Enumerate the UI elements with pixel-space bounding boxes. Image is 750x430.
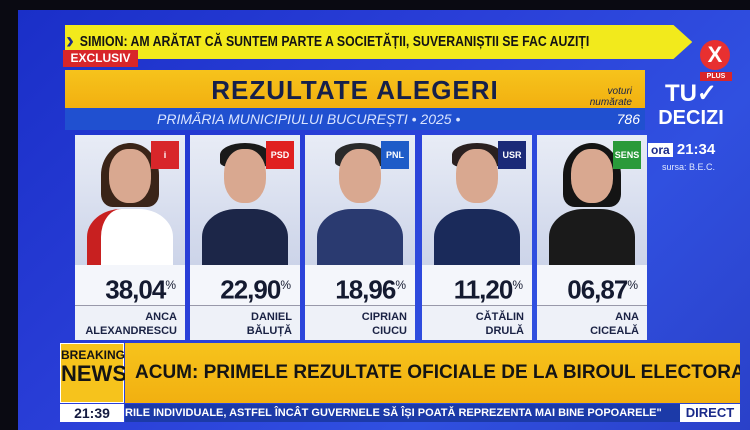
- last-name: DRULĂ: [485, 325, 525, 337]
- last-name: CIUCU: [372, 325, 407, 337]
- clock-panel: ora 21:34: [648, 140, 733, 160]
- percent-value: 22,90: [220, 274, 281, 305]
- party-badge: i: [151, 141, 179, 169]
- first-name: ANCA: [145, 311, 177, 323]
- channel-logo-label: PLUS: [700, 72, 732, 81]
- top-ticker: SIMION: AM ARĂTAT CĂ SUNTEM PARTE A SOCI…: [65, 25, 693, 59]
- candidate-percent: 38,04%: [75, 265, 185, 305]
- candidate-percent: 06,87%: [537, 265, 647, 305]
- votes-label: voturi numărate: [560, 86, 632, 108]
- candidate-card: SENS 06,87% ANA CICEALĂ: [537, 135, 647, 340]
- panel-title: REZULTATE ALEGERI: [65, 70, 645, 108]
- channel-logo: X: [700, 40, 730, 70]
- last-name: BĂLUȚĂ: [246, 325, 292, 337]
- candidate-percent: 18,96%: [305, 265, 415, 305]
- candidate-photo: PNL: [305, 135, 415, 270]
- candidate-card: i 38,04% ANCA ALEXANDRESCU: [75, 135, 185, 340]
- percent-sign: %: [512, 278, 523, 292]
- candidate-body: [434, 209, 520, 270]
- source-label: sursa: B.E.C.: [662, 162, 716, 172]
- candidate-photo: i: [75, 135, 185, 270]
- candidate-body: [549, 209, 635, 270]
- percent-value: 38,04: [105, 274, 166, 305]
- candidate-face: [224, 149, 266, 203]
- votes-label-2: numărate: [589, 97, 632, 108]
- candidate-name: ANA CICEALĂ: [537, 305, 647, 340]
- first-name: DANIEL: [251, 311, 292, 323]
- first-name: CĂTĂLIN: [475, 311, 524, 323]
- bottom-clock: 21:39: [60, 404, 124, 422]
- news-crawl: RILE INDIVIDUALE, ASTFEL ÎNCÂT GUVERNELE…: [125, 404, 680, 422]
- exclusive-label: EXCLUSIV: [63, 50, 138, 67]
- percent-value: 11,20: [453, 274, 514, 305]
- percent-sign: %: [280, 278, 291, 292]
- party-badge: PNL: [381, 141, 409, 169]
- candidate-name: DANIEL BĂLUȚĂ: [190, 305, 300, 340]
- clock-time: 21:34: [676, 141, 716, 158]
- candidate-face: [339, 149, 381, 203]
- votes-count: 786: [616, 111, 640, 127]
- candidate-percent: 22,90%: [190, 265, 300, 305]
- candidate-photo: SENS: [537, 135, 647, 270]
- breaking-line1: BREAKING: [61, 348, 126, 362]
- first-name: ANA: [615, 311, 639, 323]
- percent-value: 18,96: [335, 274, 396, 305]
- candidate-card: PNL 18,96% CIPRIAN CIUCU: [305, 135, 415, 340]
- breaking-line2: NEWS: [61, 361, 127, 386]
- show-logo-line2: DECIZI: [658, 107, 724, 129]
- percent-value: 06,87: [567, 274, 628, 305]
- chevron-right-icon: ›: [66, 27, 74, 54]
- breaking-headline: ACUM: PRIMELE REZULTATE OFICIALE DE LA B…: [125, 343, 740, 403]
- candidate-face: [571, 149, 613, 203]
- candidate-body: [202, 209, 288, 270]
- show-logo: TU✓ DECIZI: [650, 82, 732, 134]
- candidate-face: [456, 149, 498, 203]
- party-badge: USR: [498, 141, 526, 169]
- candidate-body: [317, 209, 403, 270]
- percent-sign: %: [165, 278, 176, 292]
- candidate-name: ANCA ALEXANDRESCU: [75, 305, 185, 340]
- candidate-photo: PSD: [190, 135, 300, 270]
- first-name: CIPRIAN: [361, 311, 407, 323]
- candidate-percent: 11,20%: [422, 265, 532, 305]
- last-name: ALEXANDRESCU: [85, 325, 177, 337]
- votes-label-1: voturi: [607, 86, 632, 97]
- candidate-body: [87, 209, 173, 270]
- live-badge: DIRECT: [680, 404, 740, 422]
- party-badge: PSD: [266, 141, 294, 169]
- clock-label: ora: [648, 143, 673, 157]
- last-name: CICEALĂ: [590, 325, 639, 337]
- candidate-name: CIPRIAN CIUCU: [305, 305, 415, 340]
- breaking-news-badge: BREAKING NEWS: [60, 343, 127, 403]
- show-logo-line1: TU✓: [664, 80, 718, 107]
- candidate-face: [109, 149, 151, 203]
- panel-subtitle: PRIMĂRIA MUNICIPIULUI BUCUREȘTI • 2025 •: [65, 108, 645, 130]
- candidate-name: CĂTĂLIN DRULĂ: [422, 305, 532, 340]
- party-badge: SENS: [613, 141, 641, 169]
- candidate-card: USR 11,20% CĂTĂLIN DRULĂ: [422, 135, 532, 340]
- percent-sign: %: [627, 278, 638, 292]
- candidate-card: PSD 22,90% DANIEL BĂLUȚĂ: [190, 135, 300, 340]
- percent-sign: %: [395, 278, 406, 292]
- candidate-photo: USR: [422, 135, 532, 270]
